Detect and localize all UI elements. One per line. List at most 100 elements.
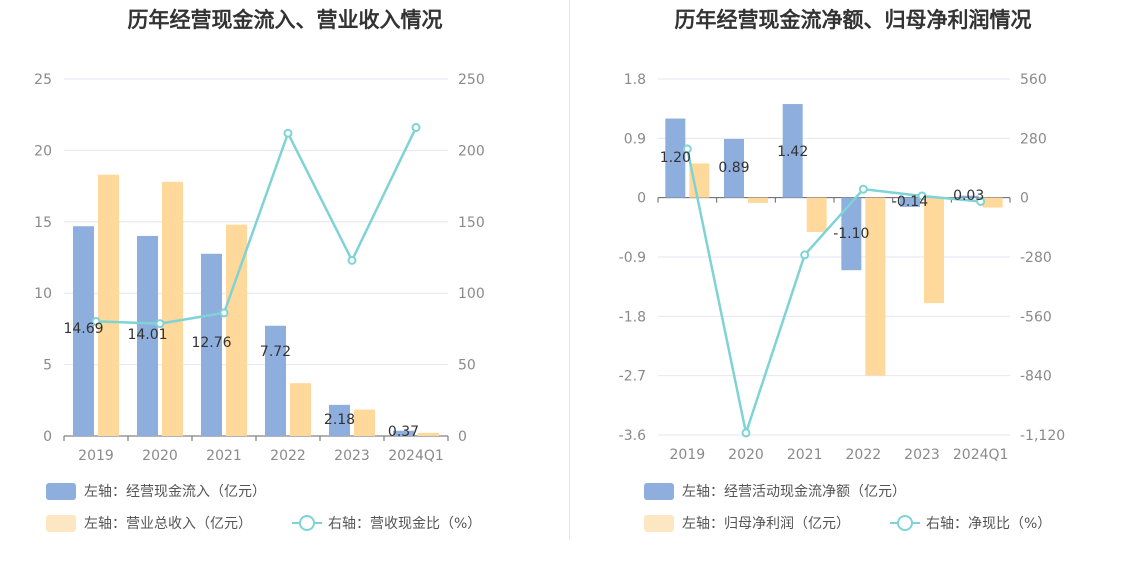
- y-left-tick-label: -0.9: [619, 250, 646, 266]
- data-label: -1.10: [833, 226, 869, 242]
- legend-label: 右轴：净现比（%）: [926, 516, 1052, 532]
- line-point: [283, 128, 293, 138]
- y-right-tick-label: 200: [458, 143, 485, 159]
- bar-series-2: [748, 197, 768, 203]
- x-tick-label: 2024Q1: [953, 447, 1009, 463]
- bar-series-1: [393, 430, 414, 436]
- line-series-3: [95, 127, 418, 325]
- y-left-tick-label: 0: [637, 191, 646, 207]
- y-right-tick-label: -280: [1020, 250, 1052, 266]
- bar-series-1: [137, 235, 158, 436]
- y-left-tick-label: 20: [34, 143, 52, 159]
- bar-series-2: [689, 163, 710, 198]
- y-right-tick-label: 0: [458, 429, 467, 445]
- bar-series-1: [724, 138, 744, 198]
- chart-canvas: -3.6 -1,120 -2.7 -840 -1.8 -560 -0.9 -280 0 0 0.9 2…: [619, 72, 1065, 463]
- line-point: [155, 319, 165, 329]
- y-left-tick-label: -2.7: [619, 369, 646, 385]
- chart-canvas: 0 0 5 50 10 100 15 150 20 200 25 250 2019 2020 2021 202…: [34, 72, 485, 464]
- data-label: 0.37: [388, 424, 419, 440]
- chart-title: 历年经营现金流入、营业收入情况: [127, 8, 443, 32]
- legend-label: 左轴：营业总收入（亿元）: [84, 516, 252, 532]
- x-tick-label: 2019: [78, 448, 114, 464]
- y-left-tick-label: 25: [34, 72, 52, 88]
- data-label: 14.01: [127, 327, 167, 343]
- x-tick-label: 2021: [206, 448, 242, 464]
- x-tick-label: 2020: [728, 447, 764, 463]
- legend-label: 左轴：经营活动现金流净额（亿元）: [682, 484, 906, 500]
- x-tick-label: 2022: [270, 448, 306, 464]
- x-tick-label: 2023: [904, 447, 940, 463]
- legend-swatch-orange: [46, 514, 76, 532]
- bar-series-2: [982, 197, 1003, 208]
- bar-series-2: [226, 224, 247, 436]
- y-left-tick-label: 10: [34, 286, 52, 302]
- data-label: 1.42: [777, 144, 808, 160]
- legend-label: 左轴：归母净利润（亿元）: [682, 516, 850, 532]
- data-label: 0.03: [953, 188, 984, 204]
- legend-line-marker-icon: [292, 514, 322, 532]
- y-right-tick-label: 150: [458, 215, 485, 231]
- y-right-tick-label: 280: [1020, 131, 1047, 147]
- y-left-tick-label: 5: [43, 358, 52, 374]
- line-point: [347, 255, 357, 265]
- data-label: 0.89: [718, 160, 749, 176]
- bar-series-1: [265, 325, 286, 436]
- x-tick-label: 2022: [846, 447, 882, 463]
- bar-series-2: [418, 432, 439, 436]
- legend-label: 右轴：营收现金比（%）: [328, 516, 482, 532]
- y-left-tick-label: -1.8: [619, 309, 646, 325]
- bar-series-1: [665, 118, 686, 198]
- bar-series-2: [865, 197, 886, 376]
- data-label: 12.76: [191, 335, 231, 351]
- line-point: [741, 428, 751, 438]
- data-label: 7.72: [260, 344, 291, 360]
- bar-series-1: [841, 197, 862, 271]
- y-left-tick-label: 15: [34, 215, 52, 231]
- y-right-tick-label: 0: [1020, 191, 1029, 207]
- y-right-tick-label: -840: [1020, 369, 1052, 385]
- x-tick-label: 2021: [787, 447, 823, 463]
- bar-series-2: [98, 174, 119, 436]
- legend-item-series-1[interactable]: 左轴：经营现金流入（亿元）: [46, 481, 266, 501]
- line-point: [976, 196, 986, 206]
- legend-swatch-blue: [46, 482, 76, 500]
- bar-series-1: [958, 195, 979, 198]
- legend-item-series-2[interactable]: 左轴：归母净利润（亿元）: [644, 513, 850, 533]
- legend-item-series-3[interactable]: 右轴：净现比（%）: [890, 513, 1051, 533]
- bar-series-2: [290, 383, 311, 436]
- y-left-tick-label: -3.6: [619, 428, 646, 444]
- legend-swatch-blue: [644, 482, 674, 500]
- line-point: [411, 123, 421, 133]
- data-label: -0.14: [892, 194, 928, 210]
- y-left-tick-label: 0: [43, 429, 52, 445]
- x-tick-label: 2024Q1: [388, 448, 444, 464]
- legend-label: 左轴：经营现金流入（亿元）: [84, 484, 266, 500]
- y-right-tick-label: -560: [1020, 309, 1052, 325]
- line-series-3: [686, 148, 981, 438]
- legend-swatch-orange: [644, 514, 674, 532]
- line-point: [858, 184, 868, 194]
- chart-panel-net-cashflow-profit: 历年经营现金流净额、归母净利润情况 -3.6 -1,120 -2.7 -840 -1.8…: [572, 0, 1134, 582]
- legend-item-series-3[interactable]: 右轴：营收现金比（%）: [292, 513, 481, 533]
- x-tick-label: 2023: [334, 448, 370, 464]
- y-right-tick-label: -1,120: [1020, 428, 1065, 444]
- bar-series-1: [782, 104, 803, 198]
- bar-series-1: [73, 226, 94, 436]
- legend-item-series-2[interactable]: 左轴：营业总收入（亿元）: [46, 513, 252, 533]
- line-point: [219, 308, 229, 318]
- chart-panel-cash-inflow-revenue: 历年经营现金流入、营业收入情况 0 0 5 50 10 100 15 150 20 200 25 25…: [34, 8, 485, 533]
- legend-line-marker-icon: [890, 514, 920, 532]
- y-right-tick-label: 560: [1020, 72, 1047, 88]
- y-left-tick-label: 0.9: [624, 131, 646, 147]
- x-tick-label: 2019: [670, 447, 706, 463]
- legend-item-series-1[interactable]: 左轴：经营活动现金流净额（亿元）: [644, 481, 906, 501]
- bar-series-1: [201, 253, 222, 436]
- bar-series-1: [329, 404, 350, 436]
- chart-title: 历年经营现金流净额、归母净利润情况: [674, 8, 1032, 32]
- y-right-tick-label: 250: [458, 72, 485, 88]
- data-label: 1.20: [660, 150, 691, 166]
- y-left-tick-label: 1.8: [624, 72, 646, 88]
- data-label: 14.69: [63, 321, 103, 337]
- y-right-tick-label: 100: [458, 286, 485, 302]
